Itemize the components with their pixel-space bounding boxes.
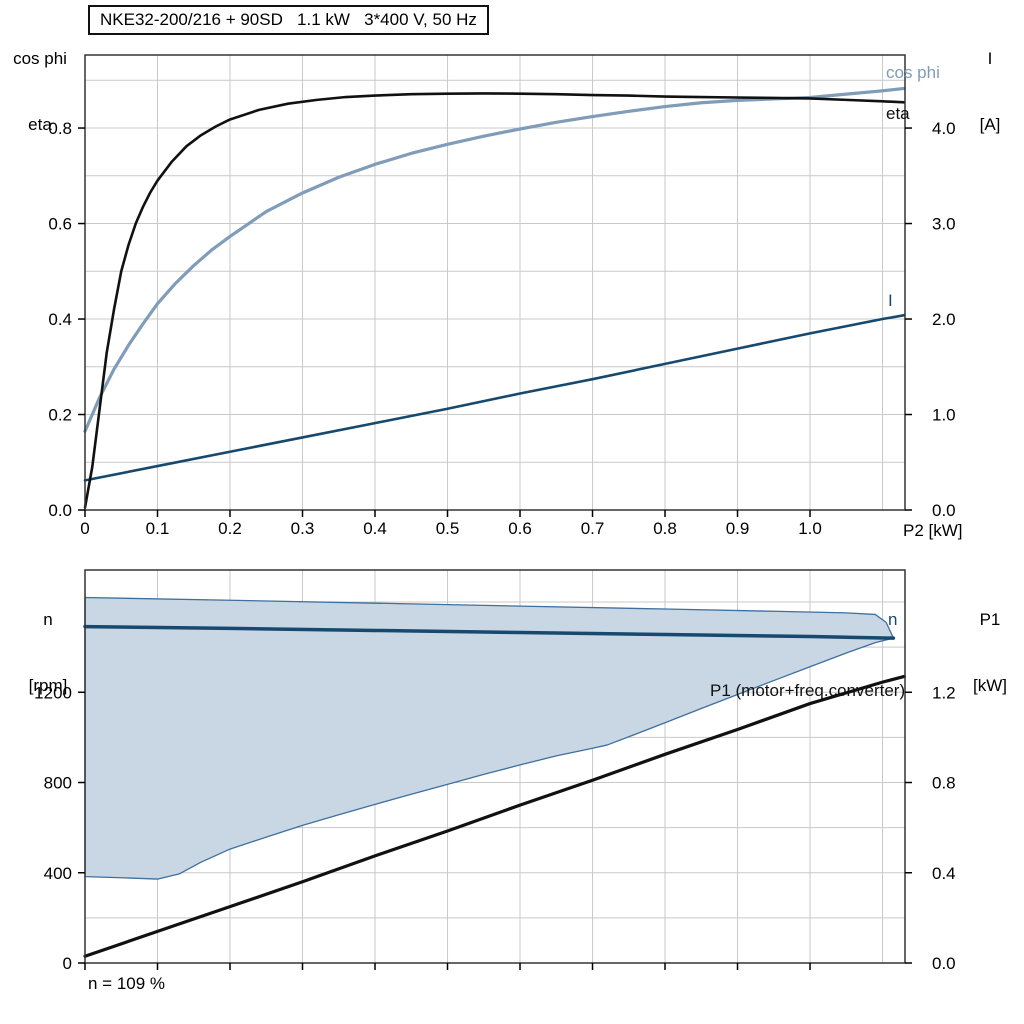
svg-text:1.0: 1.0 <box>932 406 956 425</box>
current-curve-label: I <box>888 291 893 310</box>
svg-text:4.0: 4.0 <box>932 119 956 138</box>
chart-title-box: NKE32-200/216 + 90SD 1.1 kW 3*400 V, 50 … <box>88 5 489 35</box>
svg-text:0.9: 0.9 <box>726 519 750 538</box>
svg-text:0.0: 0.0 <box>932 954 956 973</box>
axis-speed-unit: [rpm] <box>28 676 68 695</box>
svg-text:0.3: 0.3 <box>291 519 315 538</box>
axis-current-unit: [A] <box>979 115 1001 134</box>
svg-text:1.0: 1.0 <box>798 519 822 538</box>
svg-text:1200: 1200 <box>34 683 72 702</box>
eta-curve-label: eta <box>886 104 910 123</box>
svg-text:0.8: 0.8 <box>48 119 72 138</box>
p1-curve-label: P1 (motor+freq.converter) <box>710 681 906 700</box>
svg-text:800: 800 <box>44 774 72 793</box>
svg-text:1.2: 1.2 <box>932 683 956 702</box>
svg-text:2.0: 2.0 <box>932 310 956 329</box>
svg-text:0.4: 0.4 <box>932 864 956 883</box>
svg-text:0.1: 0.1 <box>146 519 170 538</box>
axis-power-unit: [kW] <box>973 676 1007 695</box>
axis-current-label: I <box>987 49 993 68</box>
axis-speed-label: n <box>43 610 53 629</box>
svg-text:400: 400 <box>44 864 72 883</box>
bottom-right-axis-title: P1 [kW] <box>962 565 1018 741</box>
axis-eta-label: eta <box>28 115 52 134</box>
svg-text:0.8: 0.8 <box>653 519 677 538</box>
svg-text:0.2: 0.2 <box>218 519 242 538</box>
cosphi-curve-label: cos phi <box>886 63 940 82</box>
svg-text:0.4: 0.4 <box>363 519 387 538</box>
svg-text:0.6: 0.6 <box>508 519 532 538</box>
svg-text:0.0: 0.0 <box>48 501 72 520</box>
svg-text:0: 0 <box>63 954 72 973</box>
top-x-axis-title: P2 [kW] <box>903 521 963 540</box>
svg-text:0.2: 0.2 <box>48 406 72 425</box>
bottom-left-axis-title: n [rpm] <box>12 565 84 741</box>
speed-curve-label: n <box>888 610 898 629</box>
svg-text:3.0: 3.0 <box>932 215 956 234</box>
top-left-axis-title: cos phi eta <box>4 4 76 180</box>
svg-text:0.6: 0.6 <box>48 215 72 234</box>
svg-text:0.5: 0.5 <box>436 519 460 538</box>
svg-text:0.0: 0.0 <box>932 501 956 520</box>
svg-text:0: 0 <box>80 519 89 538</box>
axis-cosphi-label: cos phi <box>13 49 67 68</box>
speed-percentage-annotation: n = 109 % <box>88 974 166 993</box>
svg-text:0.4: 0.4 <box>48 310 72 329</box>
svg-text:0.8: 0.8 <box>932 774 956 793</box>
top-right-axis-title: I [A] <box>962 4 1018 180</box>
svg-text:0.7: 0.7 <box>581 519 605 538</box>
axis-power-label: P1 <box>979 610 1001 629</box>
